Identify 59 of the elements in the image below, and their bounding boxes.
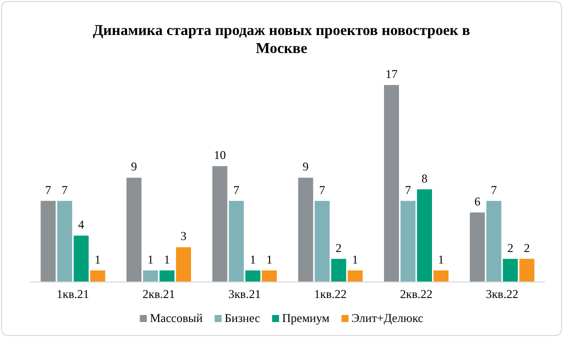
chart-title: Динамика старта продаж новых проектов новостроек в Москве bbox=[92, 23, 470, 57]
data-label: 1 bbox=[148, 252, 154, 266]
bar bbox=[143, 270, 158, 282]
bar bbox=[417, 189, 432, 282]
data-label: 1 bbox=[438, 252, 444, 266]
bar bbox=[331, 258, 346, 282]
bar bbox=[486, 200, 502, 282]
x-tick-label: 2кв.22 bbox=[400, 287, 432, 302]
data-label: 1 bbox=[352, 252, 358, 266]
bar bbox=[384, 85, 399, 282]
bar bbox=[314, 200, 330, 282]
data-label: 1 bbox=[266, 252, 272, 266]
x-tick-label: 1кв.21 bbox=[56, 287, 90, 302]
data-label: 7 bbox=[45, 182, 52, 197]
bar bbox=[212, 166, 228, 282]
bar bbox=[434, 270, 448, 282]
x-tick-label: 2кв.21 bbox=[142, 287, 175, 302]
legend-label: Элит+Делюкс bbox=[352, 311, 424, 325]
data-label: 7 bbox=[62, 182, 68, 197]
bar bbox=[298, 178, 314, 282]
data-label: 7 bbox=[233, 182, 240, 197]
bar bbox=[90, 270, 106, 282]
data-label: 1 bbox=[94, 252, 101, 266]
data-label: 8 bbox=[422, 171, 428, 186]
data-label: 17 bbox=[386, 67, 398, 81]
x-tick-label: 3кв.22 bbox=[486, 287, 518, 302]
data-label: 7 bbox=[490, 182, 497, 197]
bar bbox=[262, 270, 277, 282]
data-label: 7 bbox=[319, 182, 326, 197]
bar bbox=[519, 258, 534, 282]
bar bbox=[74, 236, 89, 282]
legend-label: Премиум bbox=[282, 311, 330, 325]
data-label: 2 bbox=[524, 240, 530, 255]
bar bbox=[176, 247, 191, 282]
bar bbox=[126, 178, 142, 282]
data-label: 9 bbox=[131, 160, 137, 174]
bar bbox=[470, 212, 485, 282]
data-label: 9 bbox=[302, 160, 309, 174]
x-tick-label: 1кв.22 bbox=[314, 287, 347, 302]
data-label: 10 bbox=[214, 148, 226, 162]
legend-label: Массовый bbox=[150, 311, 204, 325]
bar bbox=[228, 200, 244, 282]
bar bbox=[400, 200, 416, 282]
data-label: 2 bbox=[336, 240, 342, 255]
data-label: 6 bbox=[474, 194, 480, 208]
data-label: 4 bbox=[78, 218, 84, 232]
bar bbox=[160, 270, 174, 282]
bar bbox=[502, 258, 518, 282]
bar bbox=[57, 200, 72, 282]
x-tick-label: 3кв.21 bbox=[228, 287, 261, 302]
bar bbox=[40, 200, 56, 282]
data-label: 3 bbox=[180, 229, 186, 244]
data-label: 2 bbox=[507, 240, 514, 255]
bar bbox=[348, 270, 363, 282]
bar bbox=[245, 270, 260, 282]
data-label: 1 bbox=[250, 252, 256, 266]
data-label: 1 bbox=[164, 252, 170, 266]
legend-label: Бизнес bbox=[224, 311, 260, 325]
data-label: 7 bbox=[405, 182, 411, 197]
